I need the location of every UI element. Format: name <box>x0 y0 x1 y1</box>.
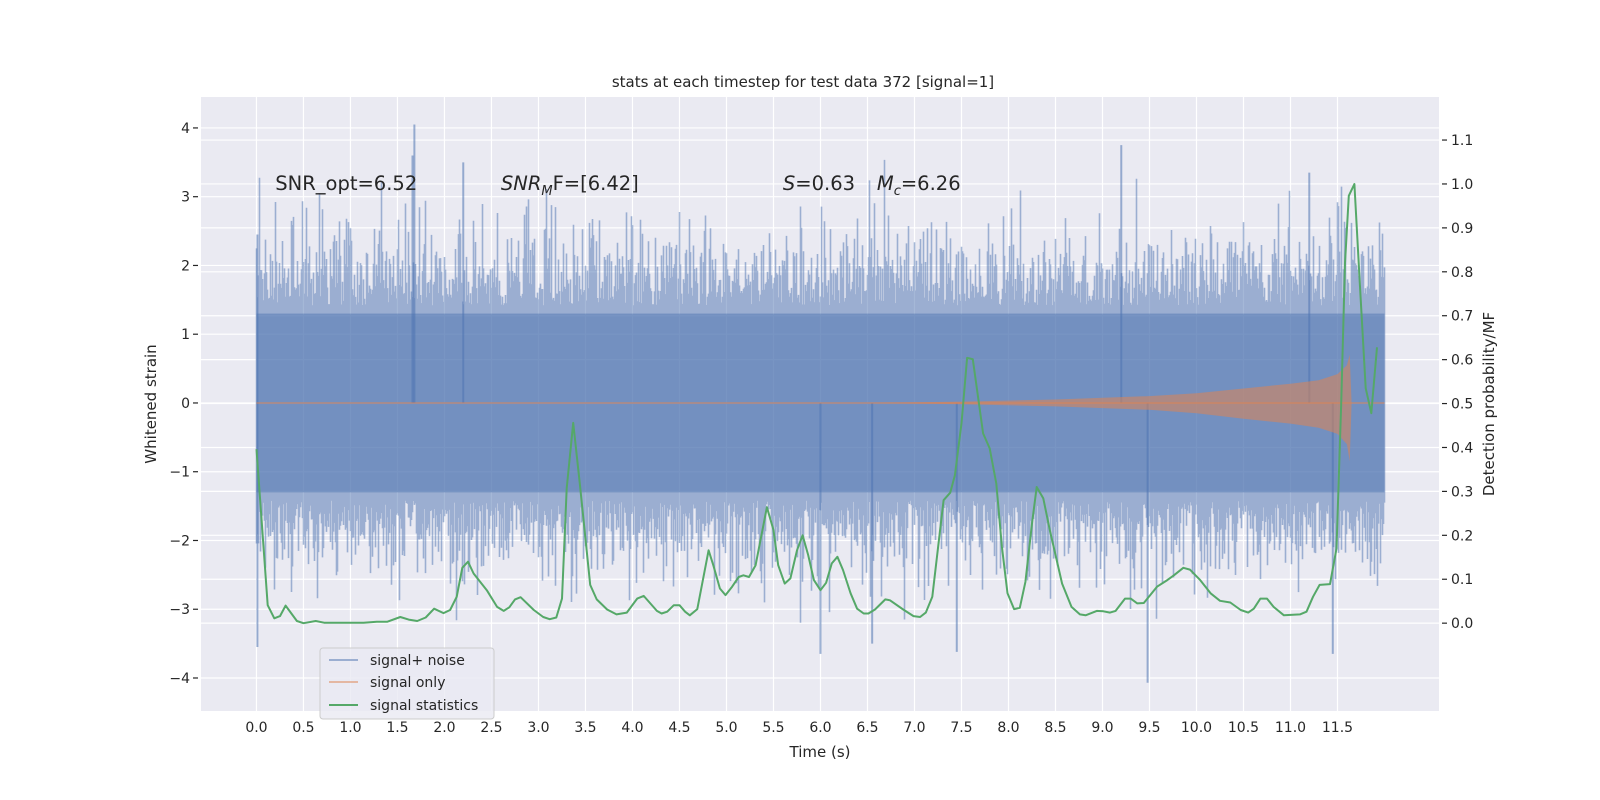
annotation-subscript: c <box>894 184 901 199</box>
legend-label-signal-only: signal only <box>370 675 445 691</box>
y-tick-label: −3 <box>169 602 190 618</box>
x-tick-label: 9.0 <box>1091 720 1113 736</box>
x-tick-label: 6.5 <box>856 720 878 736</box>
legend: signal+ noise signal only signal statist… <box>319 647 495 720</box>
legend-label-signal-statistics: signal statistics <box>370 698 478 714</box>
right-y-tick-label: 0.2 <box>1451 528 1473 544</box>
x-tick-label: 8.5 <box>1044 720 1066 736</box>
annotation-text: SNRMF=[6.42] <box>501 172 639 199</box>
y-tick-label: −1 <box>169 465 190 481</box>
x-tick-label: 11.5 <box>1322 720 1353 736</box>
x-tick-label: 9.5 <box>1138 720 1160 736</box>
x-tick-label: 7.5 <box>950 720 972 736</box>
right-y-tick-label: 0.7 <box>1451 309 1473 325</box>
y-axis-ticks: 4 3 2 1 0 −1 −2 −3 −4 <box>169 121 198 687</box>
right-y-tick-label: 0.8 <box>1451 265 1473 281</box>
y-tick-label: 3 <box>181 190 190 206</box>
right-y-tick-label: 0.0 <box>1451 616 1473 632</box>
x-tick-label: 4.5 <box>668 720 690 736</box>
y-tick-label: 2 <box>181 258 190 274</box>
annotation-main: SNR <box>501 172 542 195</box>
x-tick-label: 8.0 <box>997 720 1019 736</box>
x-tick-label: 10.0 <box>1181 720 1212 736</box>
annotation-text: Mc=6.26 <box>877 172 961 199</box>
annotation-text: SNR_opt=6.52 <box>275 172 417 195</box>
signal-statistics-line <box>255 183 1378 625</box>
x-tick-label: 6.0 <box>809 720 831 736</box>
right-y-axis-ticks: 1.1 1.0 0.9 0.8 0.7 0.6 0.5 0.4 0.3 0.2 0.1 0.0 <box>1442 133 1473 632</box>
x-tick-label: 10.5 <box>1228 720 1259 736</box>
legend-label-signal-noise: signal+ noise <box>370 653 465 669</box>
y-tick-label: 1 <box>181 327 190 343</box>
right-y-tick-label: 0.1 <box>1451 572 1473 588</box>
right-y-tick-label: 1.1 <box>1451 133 1473 149</box>
y-tick-label: −2 <box>169 533 190 549</box>
annotation-main: M <box>877 172 894 195</box>
annotation-value: =6.26 <box>901 172 961 195</box>
x-tick-label: 2.0 <box>433 720 455 736</box>
right-y-tick-label: 0.3 <box>1451 484 1473 500</box>
x-tick-label: 3.0 <box>527 720 549 736</box>
annotations: SNR_opt=6.52 SNRMF=[6.42] S=0.63 Mc=6.26 <box>275 172 960 199</box>
annotation-text: S=0.63 <box>783 172 855 195</box>
annotation-value: F=[6.42] <box>553 172 639 195</box>
y-axis-label: Whitened strain <box>142 344 160 463</box>
y-tick-label: 0 <box>181 396 190 412</box>
x-tick-label: 7.0 <box>903 720 925 736</box>
x-tick-label: 0.0 <box>245 720 267 736</box>
annotation-value: =0.63 <box>795 172 855 195</box>
right-y-tick-label: 0.4 <box>1451 440 1473 456</box>
annotation-subscript: M <box>541 184 552 199</box>
signal-only-envelope <box>256 354 1385 462</box>
x-tick-label: 1.0 <box>339 720 361 736</box>
right-y-tick-label: 0.6 <box>1451 353 1473 369</box>
legend-box <box>319 647 495 720</box>
x-tick-label: 1.5 <box>386 720 408 736</box>
x-tick-label: 5.0 <box>715 720 737 736</box>
signal-statistics-series <box>255 183 1378 625</box>
x-tick-label: 11.0 <box>1275 720 1306 736</box>
chart-title: stats at each timestep for test data 372… <box>612 73 994 91</box>
right-y-axis-label: Detection probability/MF <box>1480 312 1498 496</box>
y-tick-label: −4 <box>169 671 190 687</box>
x-axis-ticks: 0.0 0.5 1.0 1.5 2.0 2.5 3.0 3.5 4.0 4.5 5.0 5.5 6.0 6… <box>245 720 1353 736</box>
x-axis-label: Time (s) <box>789 743 851 761</box>
x-tick-label: 5.5 <box>762 720 784 736</box>
right-y-tick-label: 0.9 <box>1451 221 1473 237</box>
right-y-tick-label: 1.0 <box>1451 177 1473 193</box>
x-tick-label: 4.0 <box>621 720 643 736</box>
annotation-main: SNR_opt=6.52 <box>275 172 417 195</box>
annotation-main: S <box>783 172 795 195</box>
x-tick-label: 2.5 <box>480 720 502 736</box>
x-tick-label: 0.5 <box>292 720 314 736</box>
y-tick-label: 4 <box>181 121 190 137</box>
x-tick-label: 3.5 <box>574 720 596 736</box>
right-y-tick-label: 0.5 <box>1451 397 1473 413</box>
signal-only-series <box>256 354 1385 462</box>
